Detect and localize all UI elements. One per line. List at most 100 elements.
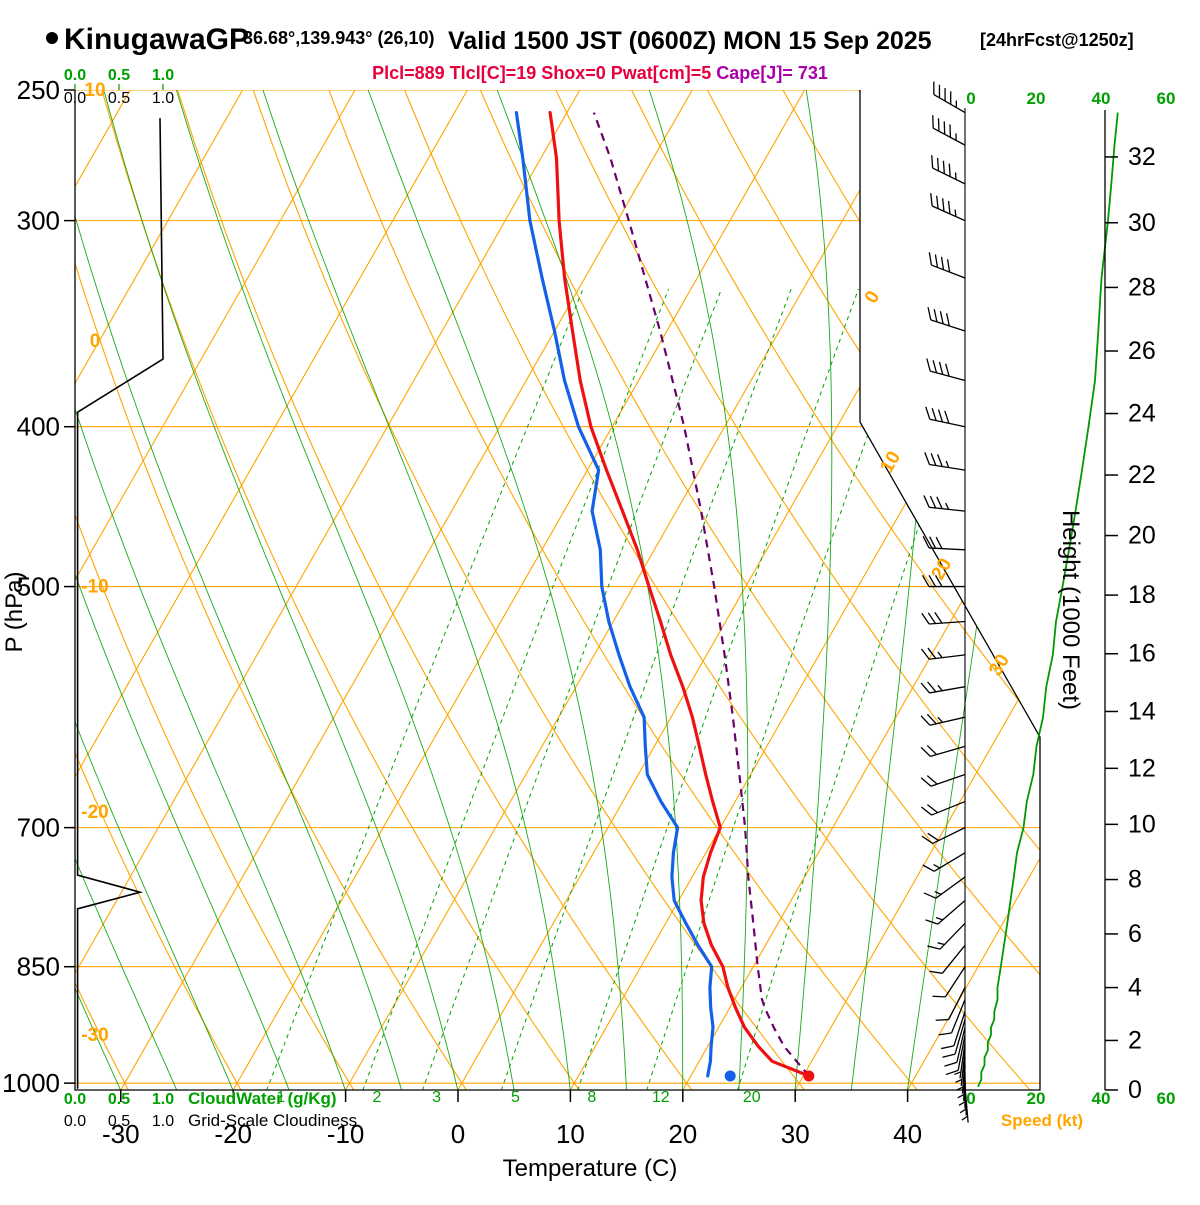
- dry-adiabat-line: [632, 90, 1200, 1090]
- station-name: KinugawaGP: [64, 23, 249, 56]
- dry-adiabat-label: -30: [81, 1025, 108, 1046]
- speed-scale-label-bottom: 0: [966, 1089, 975, 1108]
- pressure-axis-label: P (hPa): [1, 572, 28, 653]
- temp-tick-label: 30: [781, 1119, 810, 1149]
- wind-barb: [927, 359, 965, 381]
- height-tick-label: 32: [1128, 143, 1156, 171]
- wind-barb: [931, 193, 965, 221]
- dry-adiabat-label: -20: [81, 802, 108, 823]
- moist-adiabat-line: [907, 90, 1052, 1090]
- speed-axis-label: Speed (kt): [1001, 1111, 1083, 1130]
- dry-adiabat-line: [253, 90, 805, 1090]
- isotherm-line: [458, 90, 1029, 1090]
- dry-adiabat-line: [405, 90, 1031, 1090]
- isotherm-line: [908, 90, 1200, 1090]
- wind-barb: [933, 115, 965, 145]
- height-tick-label: 26: [1128, 337, 1156, 365]
- wind-speed-curve: [978, 113, 1118, 1087]
- height-tick-label: 18: [1128, 581, 1156, 609]
- height-tick-label: 20: [1128, 522, 1156, 550]
- height-tick-label: 10: [1128, 810, 1156, 838]
- wind-barb: [922, 612, 965, 624]
- sounding-params: Plcl=889 Tlcl[C]=19 Shox=0 Pwat[cm]=5 Ca…: [372, 63, 828, 83]
- moist-adiabat-line: [795, 90, 832, 1090]
- valid-time: Valid 1500 JST (0600Z) MON 15 Sep 2025: [448, 27, 932, 55]
- height-tick-label: 6: [1128, 920, 1142, 948]
- speed-scale-label-top: 0: [966, 89, 975, 108]
- mixing-ratio-line: [578, 289, 859, 1090]
- dry-adiabat-label: -10: [81, 577, 108, 598]
- wind-barb: [932, 155, 965, 184]
- moist-adiabat-line: [649, 90, 748, 1090]
- wind-barb: [930, 945, 965, 973]
- wind-barb: [921, 648, 965, 659]
- cloudiness-scale-tick-top: 0.5: [108, 90, 130, 107]
- speed-scale-label-top: 20: [1027, 89, 1046, 108]
- wind-barb: [921, 775, 965, 787]
- wind-barb: [929, 252, 965, 278]
- forecast-offset: [24hrFcst@1250z]: [980, 30, 1134, 50]
- speed-scale-label-bottom: 40: [1092, 1089, 1111, 1108]
- height-tick-label: 12: [1128, 754, 1156, 782]
- cloudiness-scale-tick-bottom: 1.0: [152, 1113, 174, 1130]
- height-tick-label: 16: [1128, 640, 1156, 668]
- cloudiness-scale-label: Grid-Scale Cloudiness: [188, 1111, 357, 1130]
- wind-barb: [921, 802, 965, 815]
- cloudiness-scale-tick-bottom: 0.5: [108, 1113, 130, 1130]
- isotherm-line: [0, 90, 467, 1090]
- dry-adiabat-line: [480, 90, 1143, 1090]
- cloudiness-scale-tick-top: 1.0: [152, 90, 174, 107]
- station-coords: 36.68°,139.943° (26,10): [243, 28, 435, 48]
- moist-adiabat-line: [497, 90, 683, 1090]
- temperature-curve: [550, 113, 809, 1076]
- height-tick-label: 8: [1128, 866, 1142, 894]
- isotherm-label: 0: [861, 287, 884, 307]
- mixing-ratio-label: 20: [743, 1089, 761, 1106]
- height-tick-label: 24: [1128, 400, 1156, 428]
- cape-value: Cape[J]= 731: [716, 63, 828, 83]
- cloudiness-scale-tick-bottom: 0.0: [64, 1113, 86, 1130]
- temp-tick-label: 0: [451, 1119, 465, 1149]
- cloudwater-scale-tick-top: 0.5: [108, 67, 130, 84]
- mixing-ratio-label: 5: [511, 1089, 520, 1106]
- dry-adiabat-line: [102, 90, 579, 1090]
- wind-barb: [924, 495, 965, 511]
- height-tick-label: 14: [1128, 697, 1156, 725]
- temp-tick-label: 40: [893, 1119, 922, 1149]
- moist-adiabat-line: [851, 90, 942, 1090]
- cloudiness-profile-curve: [78, 118, 163, 1089]
- wind-barb: [928, 307, 965, 331]
- height-tick-label: 0: [1128, 1076, 1142, 1104]
- wind-barb: [934, 82, 965, 113]
- temp-tick-label: 20: [668, 1119, 697, 1149]
- isotherm-label: 30: [985, 651, 1014, 680]
- params-values: Plcl=889 Tlcl[C]=19 Shox=0 Pwat[cm]=5: [372, 63, 716, 83]
- dry-adiabat-line: [178, 90, 692, 1090]
- mixing-ratio-label: 8: [587, 1089, 596, 1106]
- dry-adiabat-line: [556, 90, 1200, 1090]
- mixing-ratio-label: 2: [373, 1089, 382, 1106]
- parcel-curve: [594, 113, 809, 1076]
- speed-scale-label-bottom: 20: [1027, 1089, 1046, 1108]
- title-bullet-icon: [46, 32, 58, 44]
- wind-barb: [926, 901, 965, 925]
- cloudwater-scale-tick-bottom: 1.0: [152, 1091, 174, 1108]
- pressure-tick-label: 1000: [2, 1068, 60, 1098]
- isotherm-line: [346, 90, 917, 1090]
- dry-adiabat-label: 10: [84, 80, 105, 101]
- wind-barb: [921, 714, 965, 725]
- height-tick-label: 4: [1128, 974, 1142, 1002]
- temperature-axis-label: Temperature (C): [503, 1155, 678, 1182]
- dry-adiabat-label: 0: [90, 331, 101, 352]
- dry-adiabat-line: [707, 90, 1200, 1090]
- height-tick-label: 30: [1128, 209, 1156, 237]
- height-tick-label: 22: [1128, 461, 1156, 489]
- cloudwater-scale-label: CloudWater (g/Kg): [188, 1089, 337, 1108]
- height-axis-label: Height (1000 Feet): [1057, 510, 1084, 710]
- speed-scale-label-top: 40: [1092, 89, 1111, 108]
- wind-barb: [932, 967, 965, 997]
- isotherm-label: 10: [876, 448, 905, 477]
- surface-dewpoint-dot: [725, 1070, 736, 1081]
